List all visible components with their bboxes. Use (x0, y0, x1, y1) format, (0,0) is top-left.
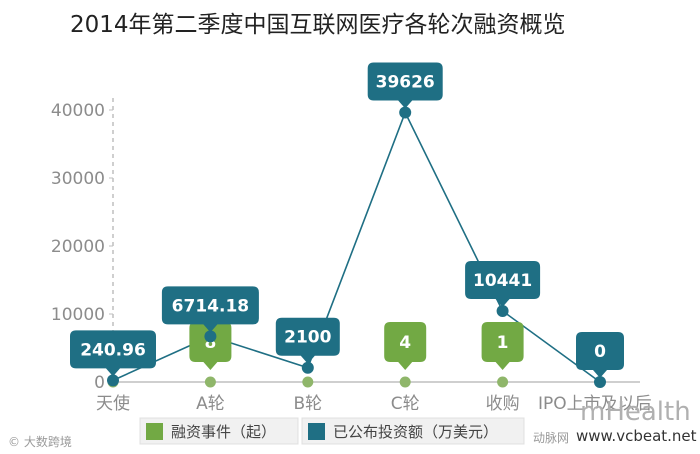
x-tick-dot (399, 376, 411, 388)
investment-data-label: 0 (594, 342, 606, 362)
investment-callout (465, 261, 541, 308)
x-tick-dot (497, 376, 509, 388)
y-tick-label: 30000 (51, 169, 105, 189)
y-tick-label: 10000 (51, 305, 105, 325)
series-events: 8 4 1 (189, 322, 524, 370)
x-category-label: A轮 (196, 394, 225, 414)
events-callout (481, 322, 524, 370)
investment-point (301, 361, 314, 374)
investment-point (107, 374, 119, 387)
investment-data-label: 240.96 (80, 340, 146, 360)
x-tick-dot (204, 376, 216, 388)
investment-data-label: 6714.18 (172, 296, 249, 316)
watermark-left: © 大数跨境 (8, 434, 72, 449)
y-tick-label: 40000 (51, 101, 105, 121)
chart-title: 2014年第二季度中国互联网医疗各轮次融资概览 (70, 12, 566, 38)
events-data-label: 4 (399, 333, 411, 353)
x-category-label: C轮 (391, 394, 420, 414)
legend-swatch-events (146, 423, 163, 440)
investment-data-label: 39626 (376, 73, 435, 93)
events-callout (189, 322, 232, 370)
events-data-label: 8 (204, 333, 216, 353)
watermark-mhealth: mHealth (580, 397, 691, 427)
x-category-label: IPO上市及以后 (538, 394, 652, 414)
legend-label-events: 融资事件（起） (171, 423, 276, 441)
legend-swatch-investment (308, 423, 325, 440)
events-data-label: 1 (497, 333, 509, 353)
investment-data-label: 10441 (473, 271, 532, 291)
legend-item-investment-bg (301, 417, 525, 445)
investment-callout (576, 332, 624, 378)
x-category-label: 天使 (96, 393, 130, 414)
investment-point (204, 330, 217, 343)
legend-label-investment: 已公布投资额（万美元） (333, 423, 498, 441)
investment-callout (70, 330, 156, 377)
series-investment: 240.96 6714.18 2100 39626 10441 0 (70, 62, 624, 388)
events-callout (384, 322, 427, 370)
series-investment-line (112, 110, 601, 383)
investment-callout (275, 317, 340, 364)
legend-item-events-bg (139, 417, 299, 445)
investment-callout (367, 62, 443, 109)
y-tick-label: 0 (94, 373, 105, 393)
series-investment-path (112, 110, 601, 383)
investment-point (594, 376, 606, 388)
x-category-label: 收购 (486, 394, 520, 414)
watermark-url: www.vcbeat.net (576, 427, 697, 445)
watermark-source: 动脉网 (533, 430, 569, 445)
investment-callout (161, 286, 259, 333)
x-tick-dot (302, 376, 314, 388)
x-category-label: B轮 (293, 394, 322, 414)
investment-point (399, 106, 412, 119)
y-tick-label: 20000 (51, 237, 105, 257)
x-axis: 天使 A轮 B轮 C轮 收购 IPO上市及以后 (96, 376, 652, 414)
investment-point (496, 305, 509, 318)
investment-data-label: 2100 (284, 328, 331, 348)
legend: 融资事件（起） 已公布投资额（万美元） (139, 417, 525, 445)
y-axis: 0 10000 20000 30000 40000 (51, 98, 114, 393)
